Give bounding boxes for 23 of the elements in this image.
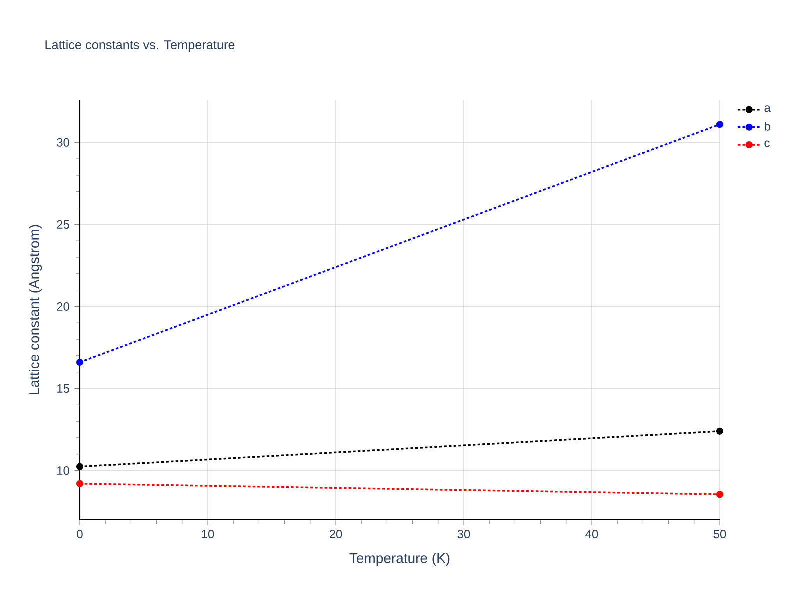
- point: [76, 358, 84, 366]
- legend-label: a: [764, 106, 771, 112]
- point: [716, 491, 724, 498]
- point: [76, 463, 84, 470]
- x-tick-label: 50: [714, 530, 726, 539]
- y-axis-title: Lattice constant (Angstrom): [29, 225, 42, 394]
- y-tick-label: 30: [57, 138, 70, 147]
- legend-label: b: [765, 122, 770, 131]
- x-tick-label: 30: [458, 530, 470, 539]
- x-tick-label: 10: [202, 530, 214, 539]
- x-axis-title: Temperature (K): [350, 553, 450, 566]
- x-tick-label: 40: [586, 530, 598, 539]
- point: [716, 428, 724, 435]
- x-tick-label: 0: [77, 530, 83, 539]
- y-tick-label: 10: [58, 466, 70, 476]
- y-tick-label: 20: [57, 302, 70, 311]
- legend-label: c: [764, 140, 770, 148]
- y-tick-label: 15: [58, 384, 70, 393]
- point: [716, 121, 724, 128]
- chart-title: Lattice constants vs. Temperature: [46, 40, 235, 52]
- x-tick-label: 20: [330, 530, 342, 539]
- point: [76, 480, 84, 488]
- y-tick-label: 25: [57, 220, 70, 229]
